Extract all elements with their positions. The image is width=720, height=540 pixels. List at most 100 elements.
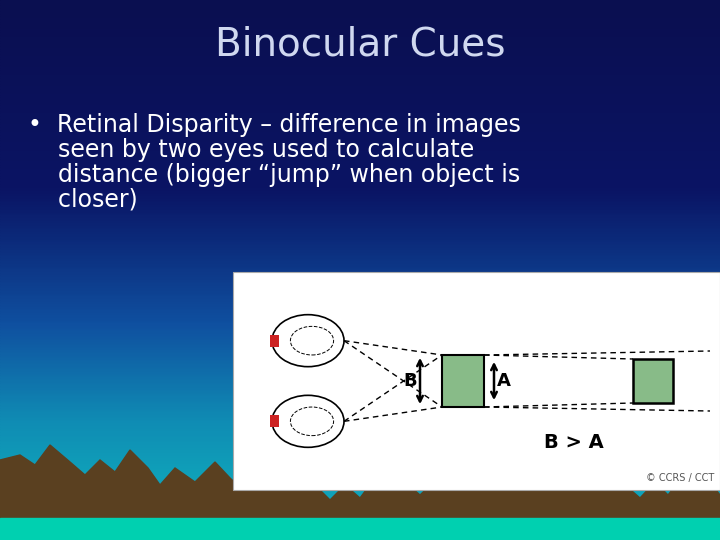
Polygon shape — [0, 505, 720, 508]
Polygon shape — [0, 208, 720, 211]
Polygon shape — [0, 146, 720, 148]
Polygon shape — [0, 127, 720, 130]
Text: B > A: B > A — [544, 433, 604, 451]
Polygon shape — [0, 459, 720, 462]
Polygon shape — [0, 157, 720, 159]
Polygon shape — [0, 354, 720, 356]
Polygon shape — [0, 510, 720, 513]
Polygon shape — [0, 143, 720, 146]
Polygon shape — [0, 359, 720, 362]
Polygon shape — [0, 294, 720, 297]
Polygon shape — [0, 327, 720, 329]
Text: B: B — [403, 372, 417, 390]
Polygon shape — [0, 526, 720, 529]
Polygon shape — [0, 424, 720, 427]
Polygon shape — [0, 332, 720, 335]
Polygon shape — [0, 467, 720, 470]
Polygon shape — [0, 103, 720, 105]
Polygon shape — [0, 292, 720, 294]
Polygon shape — [0, 397, 720, 400]
Polygon shape — [0, 86, 720, 89]
Polygon shape — [0, 265, 720, 267]
Polygon shape — [0, 30, 720, 32]
Polygon shape — [0, 535, 720, 537]
Polygon shape — [0, 94, 720, 97]
Polygon shape — [0, 451, 720, 454]
Polygon shape — [0, 489, 720, 491]
Polygon shape — [0, 43, 720, 46]
Polygon shape — [0, 410, 720, 413]
Polygon shape — [0, 370, 720, 373]
Polygon shape — [0, 389, 720, 392]
Polygon shape — [0, 227, 720, 229]
Text: •  Retinal Disparity – difference in images: • Retinal Disparity – difference in imag… — [28, 113, 521, 137]
Polygon shape — [0, 497, 720, 500]
Polygon shape — [0, 38, 720, 40]
Polygon shape — [0, 340, 720, 343]
Polygon shape — [0, 416, 720, 418]
Polygon shape — [0, 0, 720, 3]
Polygon shape — [0, 140, 720, 143]
Text: © CCRS / CCT: © CCRS / CCT — [646, 473, 714, 483]
Polygon shape — [0, 494, 720, 497]
Polygon shape — [0, 186, 720, 189]
Polygon shape — [0, 211, 720, 213]
Polygon shape — [0, 151, 720, 154]
Polygon shape — [0, 5, 720, 8]
Text: closer): closer) — [28, 188, 138, 212]
Polygon shape — [0, 321, 720, 324]
Text: Binocular Cues: Binocular Cues — [215, 26, 505, 64]
Polygon shape — [0, 308, 720, 310]
Polygon shape — [0, 122, 720, 124]
Polygon shape — [0, 14, 720, 16]
Polygon shape — [0, 529, 720, 532]
Polygon shape — [0, 454, 720, 456]
Polygon shape — [0, 443, 720, 445]
Polygon shape — [0, 394, 720, 397]
Polygon shape — [0, 300, 720, 302]
Polygon shape — [0, 27, 720, 30]
Polygon shape — [0, 262, 720, 265]
Polygon shape — [0, 319, 720, 321]
Polygon shape — [0, 65, 720, 68]
Text: A: A — [497, 372, 511, 390]
Polygon shape — [0, 381, 720, 383]
Polygon shape — [0, 92, 720, 94]
Polygon shape — [0, 100, 720, 103]
Polygon shape — [0, 132, 720, 135]
Polygon shape — [0, 176, 720, 178]
Polygon shape — [0, 254, 720, 256]
Polygon shape — [0, 383, 720, 386]
Polygon shape — [0, 418, 720, 421]
Polygon shape — [0, 11, 720, 14]
Polygon shape — [0, 97, 720, 100]
Polygon shape — [0, 500, 720, 502]
Polygon shape — [0, 84, 720, 86]
Polygon shape — [0, 462, 720, 464]
Polygon shape — [0, 408, 720, 410]
FancyBboxPatch shape — [233, 272, 720, 490]
Polygon shape — [0, 289, 720, 292]
Polygon shape — [0, 40, 720, 43]
Polygon shape — [0, 78, 720, 81]
Text: distance (bigger “jump” when object is: distance (bigger “jump” when object is — [28, 163, 521, 187]
FancyBboxPatch shape — [442, 355, 484, 407]
Polygon shape — [0, 278, 720, 281]
Polygon shape — [0, 68, 720, 70]
Polygon shape — [0, 445, 720, 540]
Polygon shape — [0, 24, 720, 27]
Polygon shape — [0, 219, 720, 221]
Polygon shape — [0, 3, 720, 5]
Polygon shape — [0, 213, 720, 216]
Polygon shape — [0, 351, 720, 354]
Polygon shape — [0, 518, 720, 521]
Polygon shape — [0, 192, 720, 194]
Polygon shape — [0, 518, 720, 540]
Polygon shape — [0, 346, 720, 348]
Polygon shape — [0, 402, 720, 405]
Polygon shape — [0, 170, 720, 173]
Polygon shape — [0, 273, 720, 275]
Polygon shape — [0, 440, 720, 443]
Polygon shape — [0, 49, 720, 51]
Polygon shape — [0, 524, 720, 526]
